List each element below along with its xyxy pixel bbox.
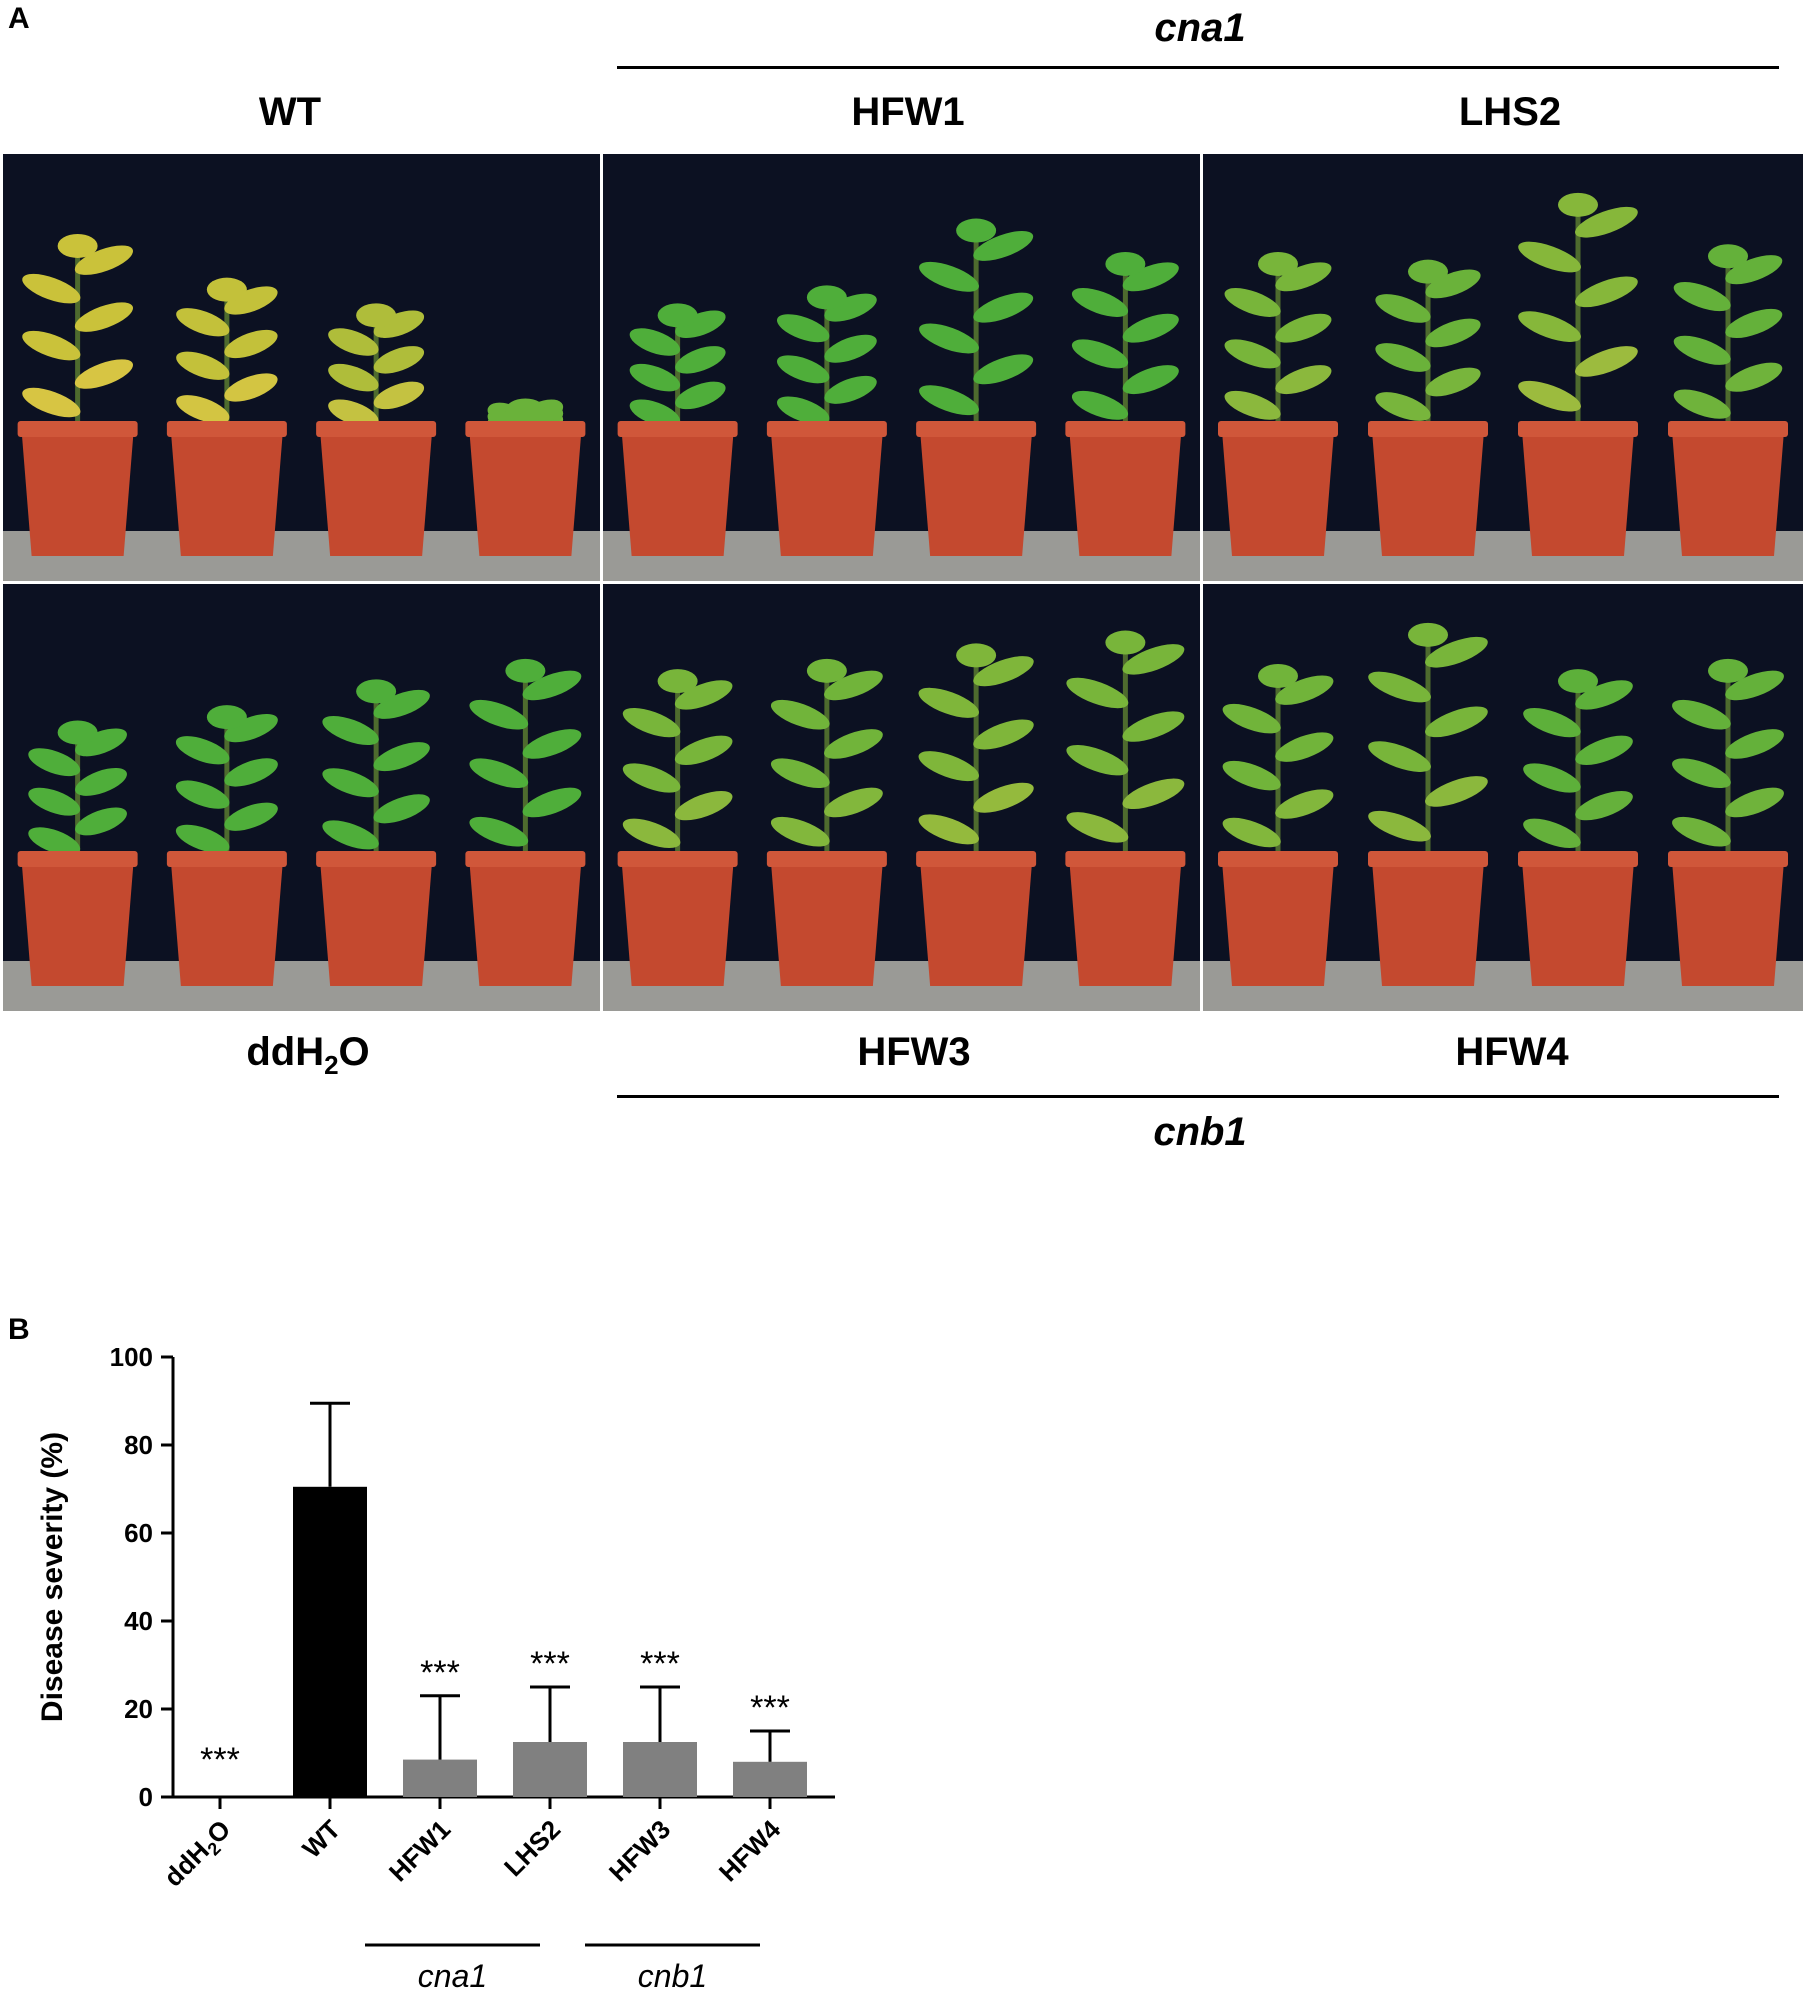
label-hfw4: HFW4 — [1455, 1030, 1569, 1074]
plant — [1065, 630, 1186, 986]
plant — [766, 658, 887, 986]
photo-ddh2o — [3, 584, 600, 1011]
y-tick-label: 60 — [124, 1518, 153, 1548]
bar — [623, 1742, 697, 1797]
disease-severity-bar-chart: 0 20 40 60 80 100 Disease severity (%) *** ddH2O… — [36, 1342, 835, 1994]
plant — [1368, 259, 1488, 556]
x-tick-label: LHS2 — [498, 1814, 566, 1882]
plant — [1218, 251, 1338, 556]
plant — [766, 285, 887, 556]
group-bracket-label: cnb1 — [638, 1958, 707, 1994]
plant — [17, 233, 138, 556]
significance-marker: *** — [530, 1645, 570, 1683]
plant — [1668, 658, 1788, 986]
plant — [1668, 244, 1788, 556]
y-tick-label: 40 — [124, 1606, 153, 1636]
plant — [617, 303, 738, 556]
plant — [316, 679, 437, 986]
plant — [465, 658, 586, 986]
y-axis-label: Disease severity (%) — [36, 1432, 69, 1722]
photo-lhs2 — [1203, 154, 1803, 581]
label-hfw1: HFW1 — [851, 90, 965, 134]
photo-wt — [3, 154, 600, 581]
label-ddh2o: ddH2O — [246, 1030, 370, 1080]
panel-b-letter: B — [8, 1313, 30, 1346]
group-label-cna1: cna1 — [1154, 6, 1246, 50]
label-wt: WT — [258, 90, 322, 134]
y-tick-label: 20 — [124, 1694, 153, 1724]
x-tick-label: WT — [296, 1814, 346, 1864]
x-tick-label: HFW1 — [383, 1814, 456, 1887]
x-tick-label: ddH2O — [158, 1814, 239, 1895]
plant — [17, 720, 138, 986]
photo-hfw4 — [1203, 584, 1803, 1011]
plant — [916, 218, 1037, 556]
plant — [916, 643, 1037, 986]
group-label-cnb1: cnb1 — [1153, 1110, 1247, 1154]
plant — [166, 705, 287, 986]
photo-hfw1 — [603, 154, 1200, 581]
x-tick-label: HFW4 — [713, 1814, 787, 1888]
bar — [513, 1742, 587, 1797]
y-tick-label: 100 — [110, 1342, 153, 1372]
y-tick-label: 80 — [124, 1430, 153, 1460]
group-bracket-label: cna1 — [418, 1958, 487, 1994]
photo-hfw3 — [603, 584, 1200, 1011]
plant — [1518, 192, 1638, 556]
plant — [1518, 669, 1638, 986]
group-line-cna1 — [617, 66, 1779, 69]
bar — [733, 1761, 807, 1797]
plant — [465, 398, 586, 556]
significance-marker: *** — [640, 1645, 680, 1683]
panel-a-letter: A — [8, 2, 30, 35]
plant — [617, 669, 738, 986]
significance-marker: *** — [200, 1741, 240, 1779]
group-line-cnb1 — [617, 1095, 1779, 1098]
significance-marker: *** — [750, 1689, 790, 1727]
label-lhs2: LHS2 — [1458, 90, 1562, 134]
plant — [1065, 251, 1186, 556]
y-tick-label: 0 — [139, 1782, 153, 1812]
bar — [293, 1486, 367, 1797]
significance-marker: *** — [420, 1654, 460, 1692]
plant — [1368, 622, 1488, 986]
label-hfw3: HFW3 — [857, 1030, 971, 1074]
bar — [403, 1759, 477, 1797]
x-tick-label: HFW3 — [603, 1814, 676, 1887]
plant — [1218, 663, 1338, 986]
plant — [166, 277, 287, 556]
plant — [316, 303, 437, 556]
